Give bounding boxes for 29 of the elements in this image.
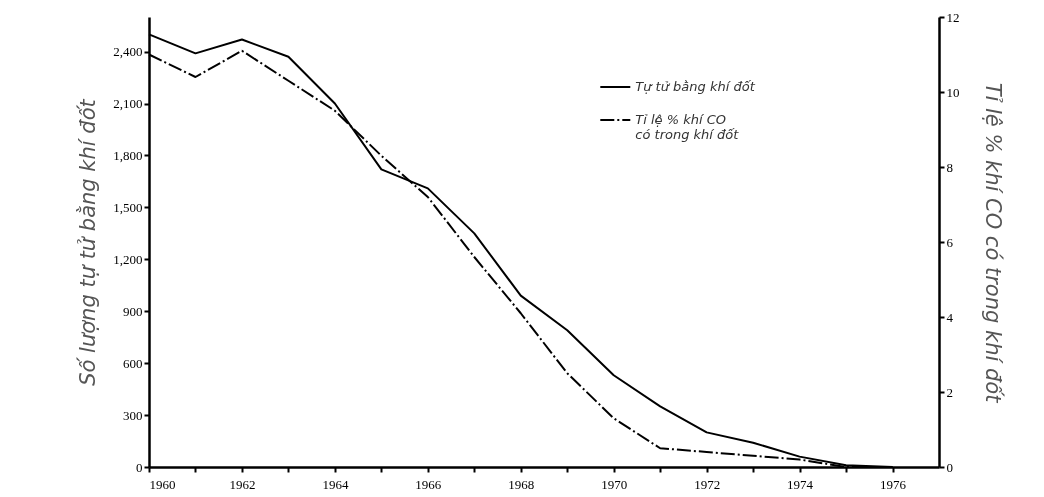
y-tick-label: 300 (123, 407, 143, 423)
y2-tick-label: 2 (946, 384, 953, 400)
x-tick-label: 1974 (787, 476, 814, 492)
y-tick-label: 2,400 (113, 44, 143, 60)
x-tick-label: 1966 (415, 476, 442, 492)
y2-tick-label: 12 (946, 9, 960, 25)
x-tick-label: 1962 (229, 476, 256, 492)
y-tick-label: 1,200 (113, 251, 143, 267)
y2-tick-label: 10 (946, 84, 960, 100)
x-tick-label: 1960 (149, 476, 176, 492)
y2-tick-label: 4 (946, 309, 954, 325)
legend-label: Tỉ lệ % khí CO có trong khí đốt (635, 112, 740, 142)
x-tick-label: 1964 (322, 476, 349, 492)
y2-tick-label: 8 (946, 159, 953, 175)
legend-label: Tự tử bằng khí đốt (635, 79, 756, 94)
y-tick-label: 900 (123, 303, 143, 319)
y-tick-label: 1,500 (113, 199, 143, 215)
y-tick-label: 0 (136, 459, 143, 475)
y-axis-title: Số lượng tự tử bằng khí đốt (76, 98, 101, 386)
y-tick-label: 1,800 (113, 147, 143, 163)
x-tick-label: 1976 (880, 476, 907, 492)
y2-tick-label: 0 (946, 459, 953, 475)
y2-tick-label: 6 (946, 234, 954, 250)
y2-axis-title: Tỉ lệ % khí CO có trong khí đốt (980, 82, 1005, 404)
y-tick-label: 600 (123, 355, 143, 371)
y-tick-label: 2,100 (113, 96, 143, 112)
x-tick-label: 1970 (601, 476, 628, 492)
x-tick-label: 1972 (694, 476, 721, 492)
x-tick-label: 1968 (508, 476, 535, 492)
